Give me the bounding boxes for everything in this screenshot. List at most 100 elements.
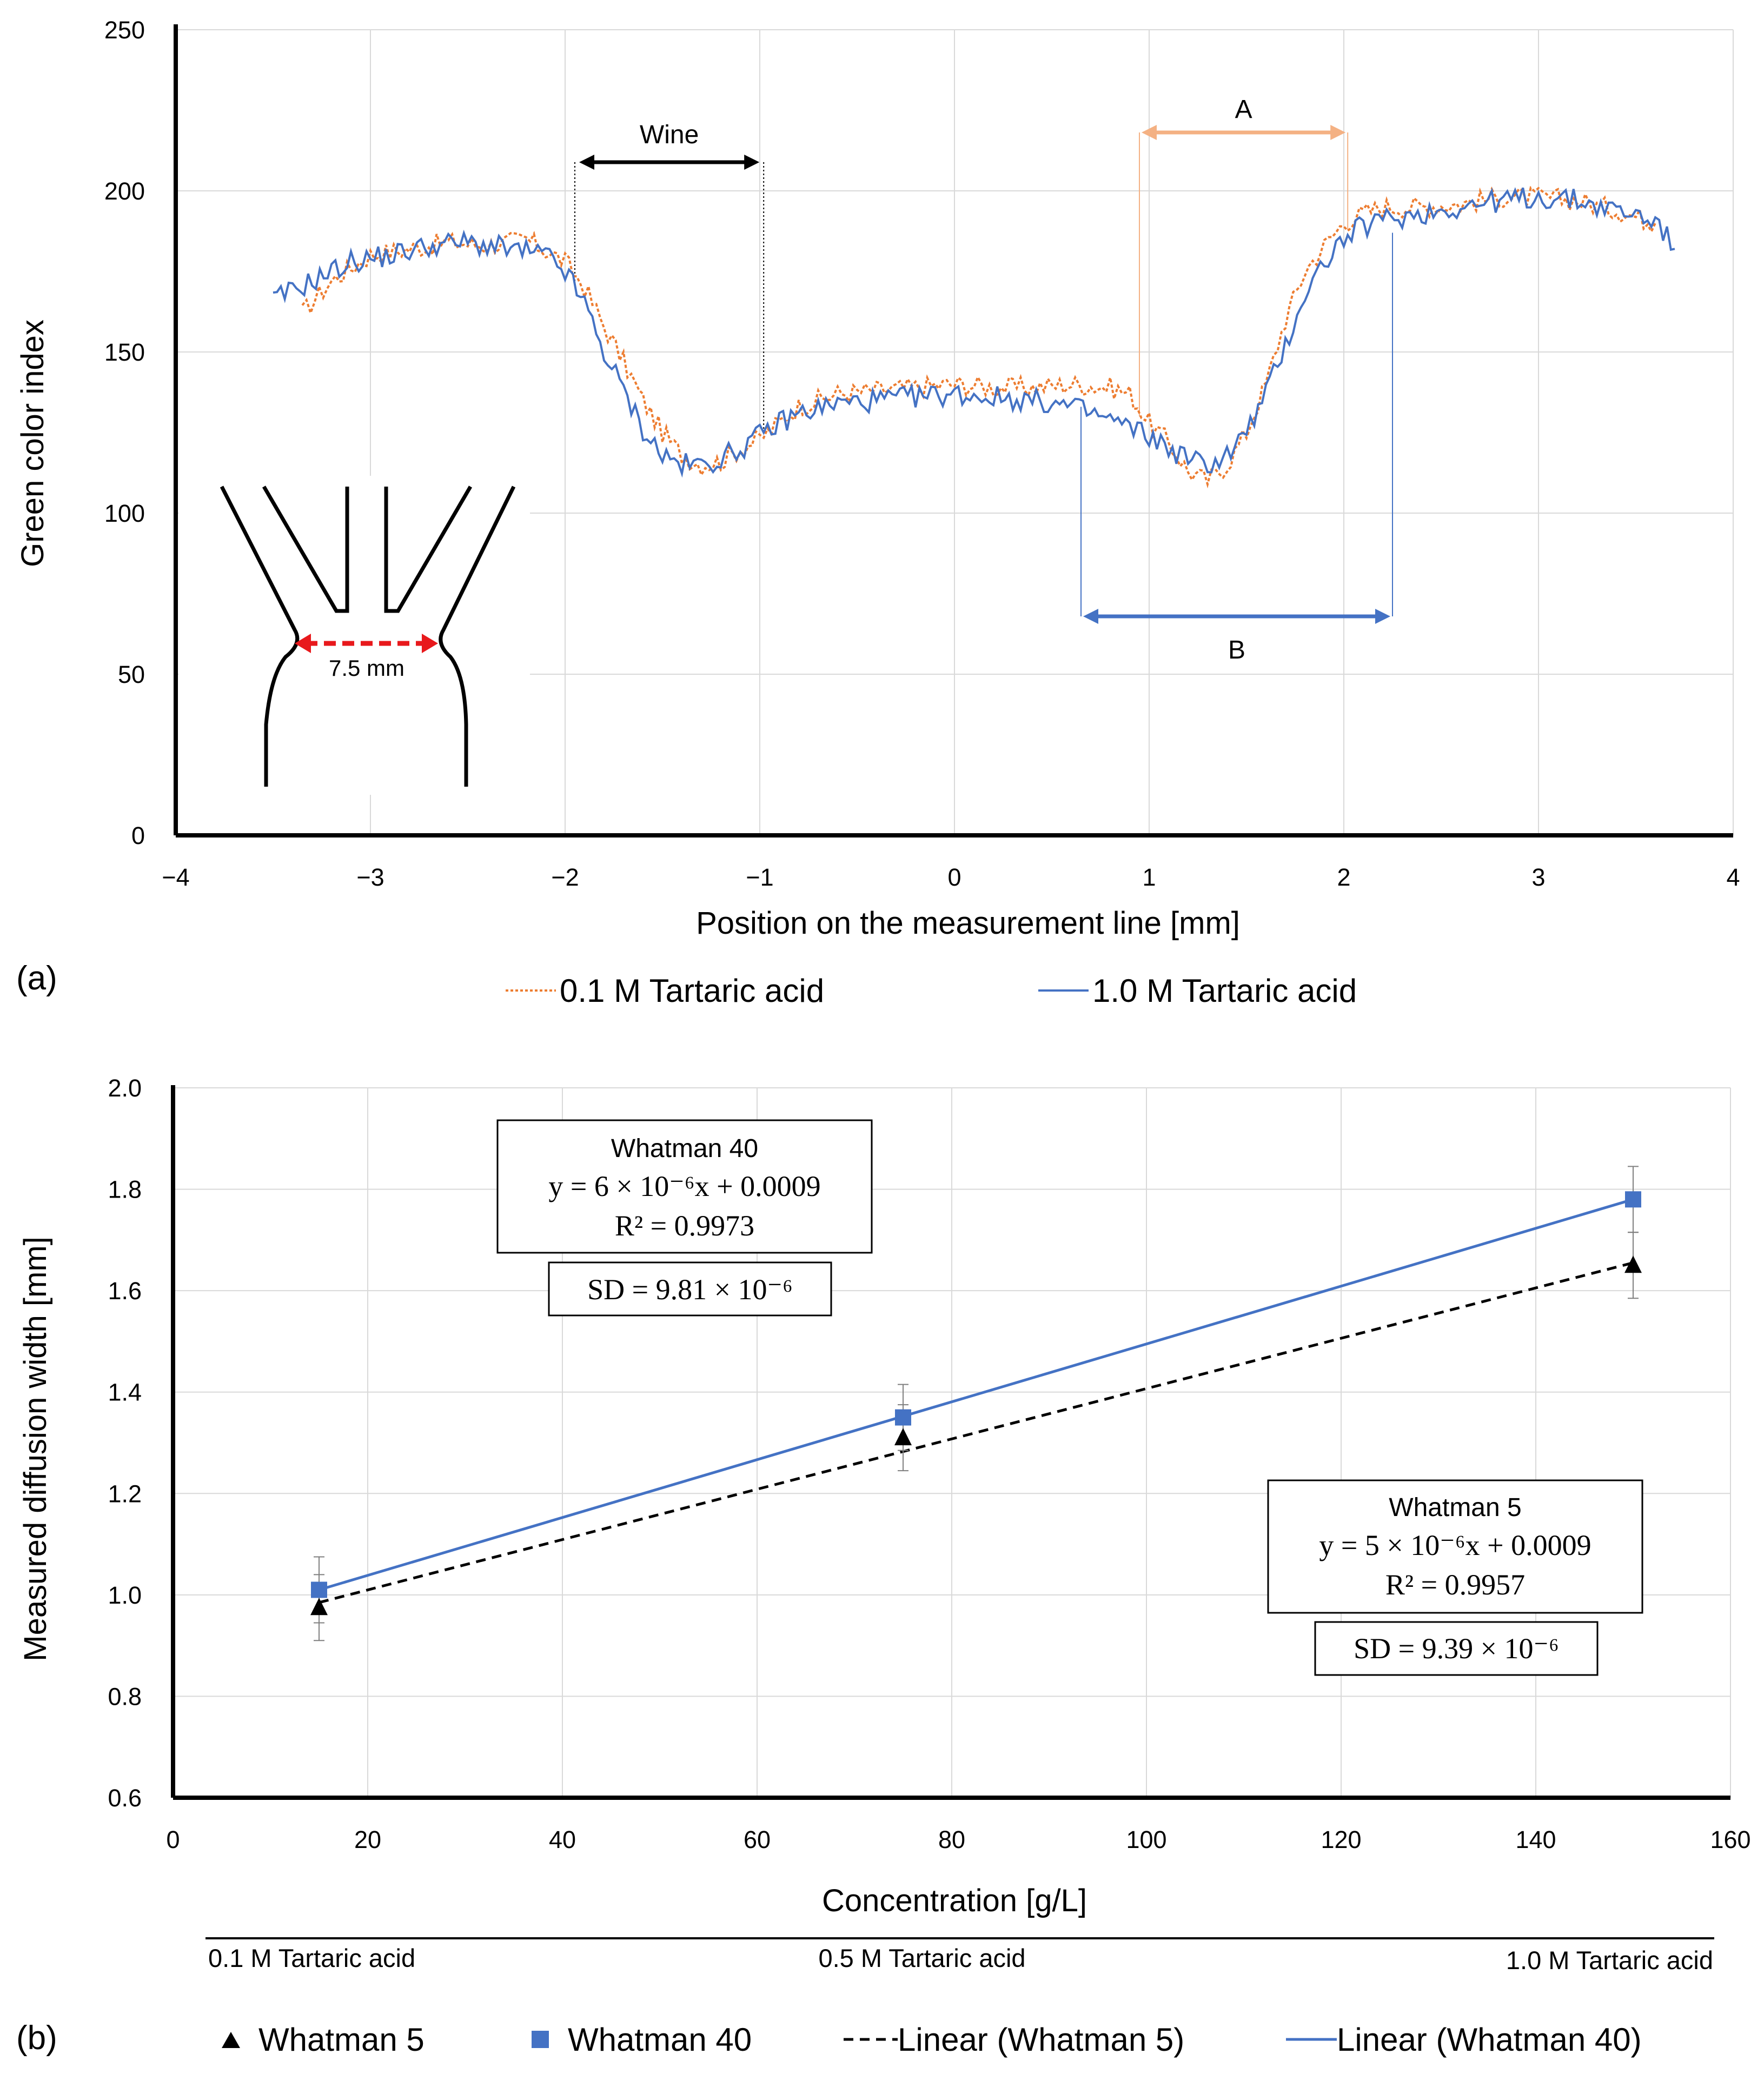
secondary-label-0-1m: 0.1 M Tartaric acid	[208, 1944, 415, 1972]
panel-b-x-tick-label: 160	[1710, 1826, 1750, 1853]
point-whatman40	[1625, 1191, 1641, 1208]
panel-b-x-tick-label: 0	[166, 1826, 180, 1853]
legend-label-whatman40: Whatman 40	[568, 2022, 752, 2058]
panel-b-chart: 0 20 40 60 80 100 120 140 160 0.6 0.8 1.0 1.2 1.4 1.6…	[16, 1074, 1751, 2058]
whatman40-equation-box: Whatman 40 y = 6 × 10⁻⁶x + 0.0009 R² = 0…	[496, 1119, 873, 1254]
point-whatman40	[895, 1409, 911, 1426]
inset-inner-right-channel	[384, 486, 473, 613]
legend-marker-whatman5	[222, 2032, 240, 2048]
point-whatman5	[310, 1598, 328, 1616]
panel-b-x-tick-label: 100	[1126, 1826, 1166, 1853]
panel-a-x-tick-label: 0	[947, 863, 961, 891]
panel-b-label: (b)	[16, 2019, 57, 2057]
b-label: B	[1228, 636, 1245, 664]
panel-b-y-axis-title: Measured diffusion width [mm]	[18, 1237, 53, 1661]
panel-b-axes	[171, 1085, 1730, 1800]
whatman40-eq-frame	[496, 1119, 873, 1254]
panel-b-x-tick-label: 40	[549, 1826, 576, 1853]
panel-a-x-axis-title: Position on the measurement line [mm]	[696, 906, 1240, 941]
panel-b-y-ticks: 0.6 0.8 1.0 1.2 1.4 1.6 1.8 2.0	[108, 1074, 142, 1812]
whatman5-sd-box: SD = 9.39 × 10⁻⁶	[1314, 1621, 1599, 1676]
inset-outer-left-wall	[220, 486, 300, 787]
whatman5-equation: y = 5 × 10⁻⁶x + 0.0009	[1319, 1529, 1591, 1561]
legend-label-linear-whatman40: Linear (Whatman 40)	[1337, 2022, 1642, 2058]
panel-a-legend: 0.1 M Tartaric acid 1.0 M Tartaric acid	[506, 973, 1357, 1009]
panel-a-range-guides	[574, 132, 1393, 616]
whatman40-sd: SD = 9.81 × 10⁻⁶	[587, 1273, 793, 1306]
inset-channel-diagram: 7.5 mm	[178, 476, 530, 795]
panel-a-y-axis-title: Green color index	[15, 320, 50, 567]
panel-a-y-tick-label: 150	[104, 338, 145, 366]
panel-a-y-tick-label: 250	[104, 16, 145, 44]
panel-a-y-tick-label: 50	[118, 661, 145, 688]
secondary-label-0-5m: 0.5 M Tartaric acid	[818, 1944, 1025, 1972]
panel-b-y-tick-label: 0.8	[108, 1683, 142, 1710]
whatman40-sd-box: SD = 9.81 × 10⁻⁶	[548, 1261, 832, 1317]
inset-outer-right-wall	[439, 486, 516, 787]
a-arrowhead-left	[1142, 125, 1157, 140]
panel-a-x-tick-label: −2	[551, 863, 579, 891]
panel-a-y-tick-label: 0	[131, 822, 145, 849]
panel-a-x-tick-label: 1	[1142, 863, 1156, 891]
inset-background	[178, 476, 530, 795]
panel-b-x-tick-label: 20	[354, 1826, 381, 1853]
wine-label: Wine	[640, 121, 699, 149]
whatman40-equation: y = 6 × 10⁻⁶x + 0.0009	[548, 1170, 820, 1202]
panel-a-x-ticks: −4 −3 −2 −1 0 1 2 3 4	[162, 863, 1740, 891]
panel-b-x-tick-label: 120	[1321, 1826, 1361, 1853]
panel-b-x-ticks: 0 20 40 60 80 100 120 140 160	[166, 1826, 1750, 1853]
panel-a-series	[273, 185, 1675, 489]
panel-a-y-tick-label: 100	[104, 500, 145, 527]
whatman5-sd-frame	[1314, 1621, 1599, 1676]
panel-b-x-axis-title: Concentration [g/L]	[822, 1883, 1087, 1918]
point-whatman40	[311, 1581, 327, 1598]
wine-arrowhead-left	[579, 155, 594, 170]
whatman5-title: Whatman 5	[1389, 1493, 1521, 1522]
whatman5-eq-frame	[1267, 1479, 1643, 1614]
trendline-whatman40	[319, 1198, 1634, 1591]
wine-arrowhead-right	[744, 155, 760, 170]
panel-b-y-tick-label: 1.8	[108, 1176, 142, 1204]
point-whatman5	[1624, 1255, 1642, 1273]
panel-b-x-tick-label: 60	[744, 1826, 771, 1853]
legend-marker-whatman40	[532, 2031, 549, 2048]
inset-width-arrowhead-right	[422, 634, 438, 653]
panel-b-y-tick-label: 1.0	[108, 1581, 142, 1609]
legend-label-whatman5: Whatman 5	[258, 2022, 425, 2058]
a-arrowhead-right	[1330, 125, 1346, 140]
panel-b-legend: Whatman 5 Whatman 40 Linear (Whatman 5) …	[222, 2022, 1642, 2058]
secondary-label-1-0m: 1.0 M Tartaric acid	[1506, 1946, 1713, 1975]
legend-label-1-0m: 1.0 M Tartaric acid	[1092, 973, 1357, 1009]
series-line-0-1m	[301, 185, 1656, 489]
point-whatman5	[894, 1428, 912, 1446]
legend-label-linear-whatman5: Linear (Whatman 5)	[898, 2022, 1184, 2058]
legend-label-0-1m: 0.1 M Tartaric acid	[560, 973, 824, 1009]
panel-a-x-tick-label: 3	[1531, 863, 1545, 891]
whatman5-equation-box: Whatman 5 y = 5 × 10⁻⁶x + 0.0009 R² = 0.…	[1267, 1479, 1643, 1614]
whatman5-r2: R² = 0.9957	[1385, 1568, 1525, 1601]
panel-b-y-tick-label: 1.4	[108, 1379, 142, 1406]
panel-a-x-tick-label: −1	[746, 863, 773, 891]
panel-a-x-tick-label: 4	[1726, 863, 1740, 891]
panel-a-y-ticks: 0 50 100 150 200 250	[104, 16, 145, 849]
panel-a-label: (a)	[16, 960, 57, 997]
panel-b-x-tick-label: 140	[1515, 1826, 1556, 1853]
inset-inner-left-channel	[262, 486, 349, 613]
a-label: A	[1235, 95, 1252, 124]
panel-a-x-tick-label: −4	[162, 863, 189, 891]
panel-b-y-tick-label: 0.6	[108, 1784, 142, 1812]
inset-width-label: 7.5 mm	[329, 655, 404, 681]
b-arrowhead-left	[1083, 609, 1098, 624]
panel-a-x-tick-label: 2	[1337, 863, 1350, 891]
panel-a-x-tick-label: −3	[356, 863, 384, 891]
panel-b-y-tick-label: 1.6	[108, 1277, 142, 1305]
panel-a-axes	[174, 24, 1733, 837]
panel-b-points	[310, 1191, 1642, 1616]
panel-a-chart: −4 −3 −2 −1 0 1 2 3 4 0 50 100 150 200 250 7.5 mm Win…	[15, 16, 1740, 1009]
panel-a-y-tick-label: 200	[104, 177, 145, 205]
panel-b-y-tick-label: 2.0	[108, 1074, 142, 1102]
whatman40-title: Whatman 40	[611, 1134, 758, 1163]
whatman40-r2: R² = 0.9973	[615, 1209, 754, 1242]
whatman5-sd: SD = 9.39 × 10⁻⁶	[1354, 1632, 1559, 1665]
